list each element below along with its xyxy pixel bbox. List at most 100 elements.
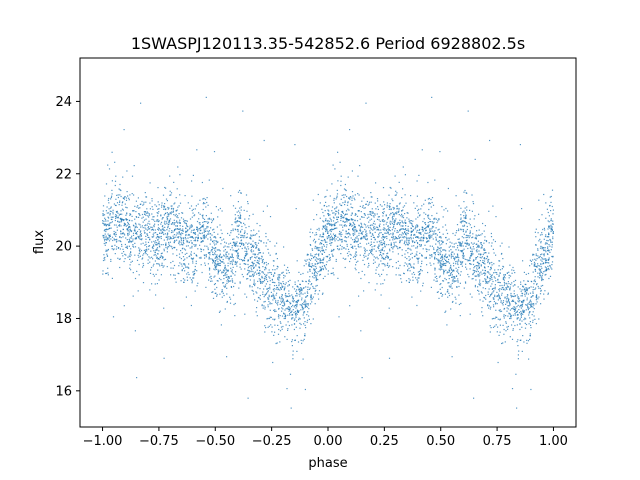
data-point bbox=[117, 220, 119, 222]
data-point bbox=[177, 237, 179, 239]
data-point bbox=[524, 290, 527, 292]
data-point bbox=[203, 238, 205, 240]
data-point bbox=[215, 251, 217, 253]
data-point bbox=[322, 259, 324, 261]
data-point bbox=[168, 222, 170, 224]
data-point bbox=[182, 232, 184, 235]
data-point bbox=[167, 208, 169, 210]
data-point bbox=[301, 307, 304, 309]
data-point bbox=[185, 238, 187, 240]
data-point bbox=[199, 223, 201, 226]
data-point bbox=[136, 230, 139, 233]
data-point bbox=[143, 230, 145, 232]
data-point bbox=[443, 273, 445, 275]
data-point bbox=[119, 213, 121, 215]
data-point bbox=[370, 243, 373, 245]
data-point bbox=[487, 271, 489, 273]
data-point bbox=[151, 236, 153, 238]
data-point bbox=[291, 345, 293, 347]
data-point bbox=[495, 280, 497, 282]
data-point bbox=[268, 325, 270, 327]
data-point bbox=[140, 239, 143, 241]
data-point bbox=[472, 260, 474, 262]
data-point bbox=[290, 407, 292, 409]
data-point bbox=[109, 210, 111, 212]
data-point bbox=[377, 216, 379, 218]
data-point bbox=[205, 236, 207, 238]
data-point bbox=[373, 256, 375, 258]
data-point bbox=[121, 208, 124, 210]
data-point bbox=[335, 213, 337, 215]
data-point bbox=[385, 215, 387, 217]
data-point bbox=[416, 224, 418, 226]
data-point bbox=[535, 296, 537, 298]
data-point bbox=[129, 264, 131, 266]
data-point bbox=[152, 208, 154, 210]
data-point bbox=[481, 256, 483, 258]
data-point bbox=[277, 266, 279, 268]
data-point bbox=[107, 220, 109, 222]
data-point bbox=[375, 208, 377, 210]
data-point bbox=[286, 338, 288, 340]
data-point bbox=[293, 300, 295, 302]
data-point bbox=[438, 276, 441, 278]
data-point bbox=[339, 239, 341, 241]
data-point bbox=[352, 256, 355, 258]
data-point bbox=[153, 224, 155, 227]
data-point bbox=[365, 230, 367, 232]
data-point bbox=[458, 303, 460, 306]
data-point bbox=[296, 303, 298, 305]
data-point bbox=[412, 240, 414, 242]
data-point bbox=[453, 281, 455, 283]
data-point bbox=[480, 243, 482, 245]
data-point bbox=[445, 279, 447, 281]
data-point bbox=[265, 268, 267, 270]
data-point bbox=[127, 223, 129, 225]
data-point bbox=[365, 238, 367, 240]
data-point bbox=[527, 340, 530, 342]
data-point bbox=[321, 246, 323, 248]
data-point bbox=[250, 271, 252, 273]
data-point bbox=[171, 248, 173, 250]
data-point bbox=[433, 218, 435, 220]
data-point bbox=[148, 236, 150, 239]
data-point bbox=[413, 233, 415, 236]
data-point bbox=[123, 233, 125, 235]
data-point bbox=[469, 231, 471, 234]
data-point bbox=[304, 388, 306, 391]
data-point bbox=[511, 269, 513, 271]
data-point bbox=[464, 281, 467, 283]
data-point bbox=[183, 267, 185, 269]
data-point bbox=[186, 220, 188, 222]
data-point bbox=[221, 239, 223, 241]
data-point bbox=[267, 306, 269, 308]
data-point bbox=[297, 341, 300, 343]
data-point bbox=[317, 258, 319, 260]
data-point bbox=[311, 301, 313, 303]
data-point bbox=[173, 224, 175, 226]
data-point bbox=[143, 219, 146, 221]
data-point bbox=[317, 279, 319, 281]
data-point bbox=[153, 216, 155, 218]
data-point bbox=[383, 227, 385, 229]
data-point bbox=[491, 283, 493, 285]
data-point bbox=[451, 242, 453, 244]
data-point bbox=[464, 212, 466, 214]
data-point bbox=[106, 250, 108, 252]
data-point bbox=[160, 274, 162, 276]
data-point bbox=[166, 248, 168, 250]
data-point bbox=[424, 199, 426, 201]
data-point bbox=[108, 217, 110, 219]
data-point bbox=[229, 302, 232, 304]
data-point bbox=[294, 318, 296, 320]
data-point bbox=[267, 317, 269, 320]
data-point bbox=[267, 291, 269, 293]
data-point bbox=[129, 253, 131, 255]
data-point bbox=[473, 225, 476, 228]
data-point bbox=[431, 96, 433, 98]
data-point bbox=[237, 253, 239, 255]
data-point bbox=[465, 234, 467, 236]
data-point bbox=[550, 201, 552, 203]
data-point bbox=[133, 225, 135, 227]
data-point bbox=[230, 286, 232, 288]
